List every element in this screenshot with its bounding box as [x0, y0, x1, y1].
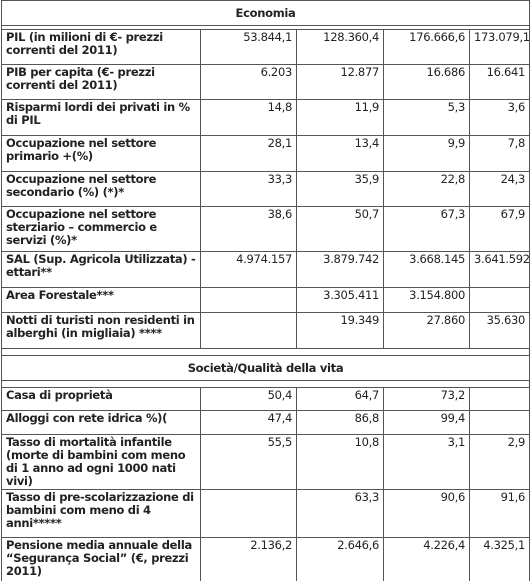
value-cell	[200, 489, 297, 538]
value-cell: 3.879.742	[296, 251, 384, 288]
value-cell: 3.641.592	[468, 251, 530, 288]
row-label: Tasso di pre-scolarizzazione di bambini …	[1, 489, 201, 538]
section-title: Economia	[0, 0, 530, 26]
table-row: Risparmi lordi dei privati in % di PIL 14…	[1, 99, 530, 136]
spacer-row	[0, 25, 530, 30]
value-cell: 67,9	[468, 206, 530, 252]
value-cell: 7,8	[468, 135, 530, 172]
value-cell	[468, 287, 530, 313]
value-cell: 16.686	[383, 64, 470, 100]
table-row: Pensione media annuale della “Segurança …	[1, 537, 530, 581]
row-label: Occupazione nel settore sterziario – com…	[1, 206, 201, 252]
value-cell: 33,3	[200, 171, 297, 207]
value-cell: 13,4	[296, 135, 384, 172]
value-cell: 24,3	[468, 171, 530, 207]
value-cell: 2.136,2	[200, 537, 297, 581]
value-cell: 91,6	[468, 489, 530, 538]
table-row: Notti di turisti non residenti in alberg…	[1, 312, 530, 349]
value-cell: 4.226,4	[383, 537, 470, 581]
value-cell: 28,1	[200, 135, 297, 172]
value-cell: 16.641	[468, 64, 530, 100]
section-header-row: Economia	[0, 0, 530, 26]
value-cell: 22,8	[383, 171, 470, 207]
value-cell: 27.860	[383, 312, 470, 349]
value-cell: 86,8	[296, 410, 384, 435]
value-cell: 38,6	[200, 206, 297, 252]
value-cell: 14,8	[200, 99, 297, 136]
value-cell: 73,2	[383, 387, 470, 411]
value-cell: 11,9	[296, 99, 384, 136]
table-row: Tasso di mortalità infantile (morte di b…	[1, 434, 530, 490]
spacer	[0, 25, 530, 30]
row-label: PIL (in milioni di €- prezzi correnti de…	[1, 29, 201, 65]
table-row: Occupazione nel settore primario +(%) 28,…	[1, 135, 530, 172]
row-label: Pensione media annuale della “Segurança …	[1, 537, 201, 581]
spacer	[0, 348, 530, 356]
spacer	[0, 380, 530, 388]
value-cell: 35.630	[468, 312, 530, 349]
value-cell	[200, 287, 297, 313]
table-row: SAL (Sup. Agricola Utilizzata) -ettari**…	[1, 251, 530, 288]
value-cell: 2.646,6	[296, 537, 384, 581]
row-label: Notti di turisti non residenti in alberg…	[1, 312, 201, 349]
table-row: Casa di proprietà 50,4 64,7 73,2	[1, 387, 530, 411]
value-cell: 3,1	[383, 434, 470, 490]
table-row: Area Forestale*** 3.305.411 3.154.800	[1, 287, 530, 313]
table-row: Tasso di pre-scolarizzazione di bambini …	[1, 489, 530, 538]
value-cell: 55,5	[200, 434, 297, 490]
row-label: PIB per capita (€- prezzi correnti del 2…	[1, 64, 201, 100]
value-cell: 173.079,1	[468, 29, 530, 65]
value-cell: 35,9	[296, 171, 384, 207]
value-cell: 50,7	[296, 206, 384, 252]
spacer-row	[0, 348, 530, 356]
value-cell: 63,3	[296, 489, 384, 538]
row-label: Alloggi con rete idrica %)(	[1, 410, 201, 435]
table-row: PIB per capita (€- prezzi correnti del 2…	[1, 64, 530, 100]
value-cell: 90,6	[383, 489, 470, 538]
value-cell: 3.154.800	[383, 287, 470, 313]
value-cell: 53.844,1	[200, 29, 297, 65]
row-label: Casa di proprietà	[1, 387, 201, 411]
value-cell: 4.325,1	[468, 537, 530, 581]
value-cell: 3.305.411	[296, 287, 384, 313]
value-cell: 50,4	[200, 387, 297, 411]
section-header-row: Società/Qualità della vita	[0, 355, 530, 381]
row-label: Area Forestale***	[1, 287, 201, 313]
table-row: Occupazione nel settore sterziario – com…	[1, 206, 530, 252]
table-row: Occupazione nel settore secondario (%) (…	[1, 171, 530, 207]
value-cell: 176.666,6	[383, 29, 470, 65]
table-row: PIL (in milioni di €- prezzi correnti de…	[1, 29, 530, 65]
value-cell: 5,3	[383, 99, 470, 136]
value-cell	[468, 387, 530, 411]
value-cell: 12.877	[296, 64, 384, 100]
section-title: Società/Qualità della vita	[0, 355, 530, 381]
value-cell: 2,9	[468, 434, 530, 490]
value-cell: 128.360,4	[296, 29, 384, 65]
value-cell: 9,9	[383, 135, 470, 172]
value-cell: 19.349	[296, 312, 384, 349]
value-cell: 10,8	[296, 434, 384, 490]
value-cell: 3.668.145	[383, 251, 470, 288]
value-cell: 4.974.157	[200, 251, 297, 288]
row-label: SAL (Sup. Agricola Utilizzata) -ettari**	[1, 251, 201, 288]
spacer-row	[0, 380, 530, 388]
value-cell: 99,4	[383, 410, 470, 435]
value-cell	[468, 410, 530, 435]
table-row: Alloggi con rete idrica %)(47,4 86,8 99,4	[1, 410, 530, 435]
value-cell: 3,6	[468, 99, 530, 136]
value-cell: 47,4	[200, 410, 297, 435]
row-label: Occupazione nel settore primario +(%)	[1, 135, 201, 172]
value-cell: 64,7	[296, 387, 384, 411]
value-cell: 6.203	[200, 64, 297, 100]
value-cell: 67,3	[383, 206, 470, 252]
row-label: Tasso di mortalità infantile (morte di b…	[1, 434, 201, 490]
row-label: Risparmi lordi dei privati in % di PIL	[1, 99, 201, 136]
value-cell	[200, 312, 297, 349]
row-label: Occupazione nel settore secondario (%) (…	[1, 171, 201, 207]
